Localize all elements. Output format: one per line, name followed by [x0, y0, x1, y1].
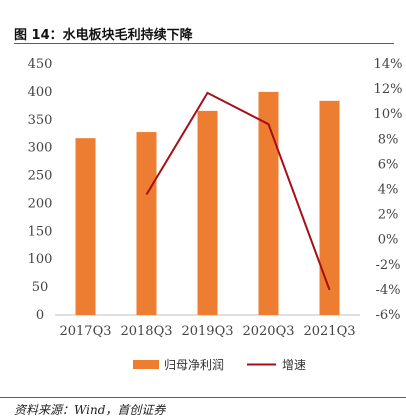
- left-axis-tick-label: 50: [32, 280, 49, 295]
- left-axis-tick-label: 400: [28, 85, 53, 100]
- x-axis-tick-label: 2021Q3: [303, 324, 355, 339]
- left-axis-tick-label: 0: [36, 308, 44, 323]
- bar: [258, 91, 279, 315]
- bar: [319, 100, 340, 316]
- bar: [197, 110, 218, 315]
- bar: [136, 132, 157, 315]
- right-axis-tick-label: -4%: [375, 283, 400, 298]
- right-axis-tick-label: 8%: [378, 132, 399, 147]
- right-axis-tick-label: 14%: [374, 57, 403, 72]
- combo-chart: 0 50 100 150 200 250 300 350 400 450 -6% -4% -2% 0% 2…: [28, 57, 403, 372]
- right-axis-ticks: -6% -4% -2% 0% 2% 4% 6% 8% 10% 12% 14%: [374, 57, 403, 323]
- footer-divider: [0, 397, 406, 398]
- right-axis-tick-label: 4%: [378, 183, 399, 198]
- legend-bar-label: 归母净利润: [164, 358, 224, 372]
- growth-line: [145, 91, 331, 291]
- x-axis-tick-label: 2020Q3: [242, 324, 294, 339]
- left-axis-tick-label: 150: [28, 224, 53, 239]
- bar-series: [75, 91, 340, 316]
- right-axis-tick-label: 12%: [374, 82, 403, 97]
- x-axis-tick-label: 2017Q3: [59, 324, 111, 339]
- x-axis-tick-label: 2018Q3: [120, 324, 172, 339]
- x-axis-tick-label: 2019Q3: [181, 324, 233, 339]
- bar: [75, 138, 96, 315]
- left-axis-tick-label: 250: [28, 169, 53, 184]
- right-axis-tick-label: 2%: [378, 208, 399, 223]
- legend-line-label: 增速: [282, 358, 306, 372]
- figure-title: 图 14：水电板块毛利持续下降: [14, 28, 193, 43]
- right-axis-tick-label: -6%: [375, 308, 400, 323]
- left-axis-tick-label: 450: [28, 57, 53, 72]
- legend: 归母净利润 增速: [133, 358, 306, 372]
- right-axis-tick-label: 10%: [374, 107, 403, 122]
- right-axis-tick-label: 6%: [378, 157, 399, 172]
- x-axis-ticks: 2017Q3 2018Q3 2019Q3 2020Q3 2021Q3: [59, 324, 355, 339]
- right-axis-tick-label: -2%: [375, 258, 400, 273]
- left-axis-tick-label: 350: [28, 113, 53, 128]
- source-note: 资料来源：Wind，首创证券: [14, 403, 166, 417]
- legend-bar-swatch: [133, 360, 159, 369]
- left-axis-tick-label: 200: [28, 196, 53, 211]
- left-axis-ticks: 0 50 100 150 200 250 300 350 400 450: [28, 57, 53, 323]
- left-axis-tick-label: 300: [28, 141, 53, 156]
- title-divider: [14, 43, 394, 44]
- right-axis-tick-label: 0%: [378, 233, 399, 248]
- left-axis-tick-label: 100: [28, 252, 53, 267]
